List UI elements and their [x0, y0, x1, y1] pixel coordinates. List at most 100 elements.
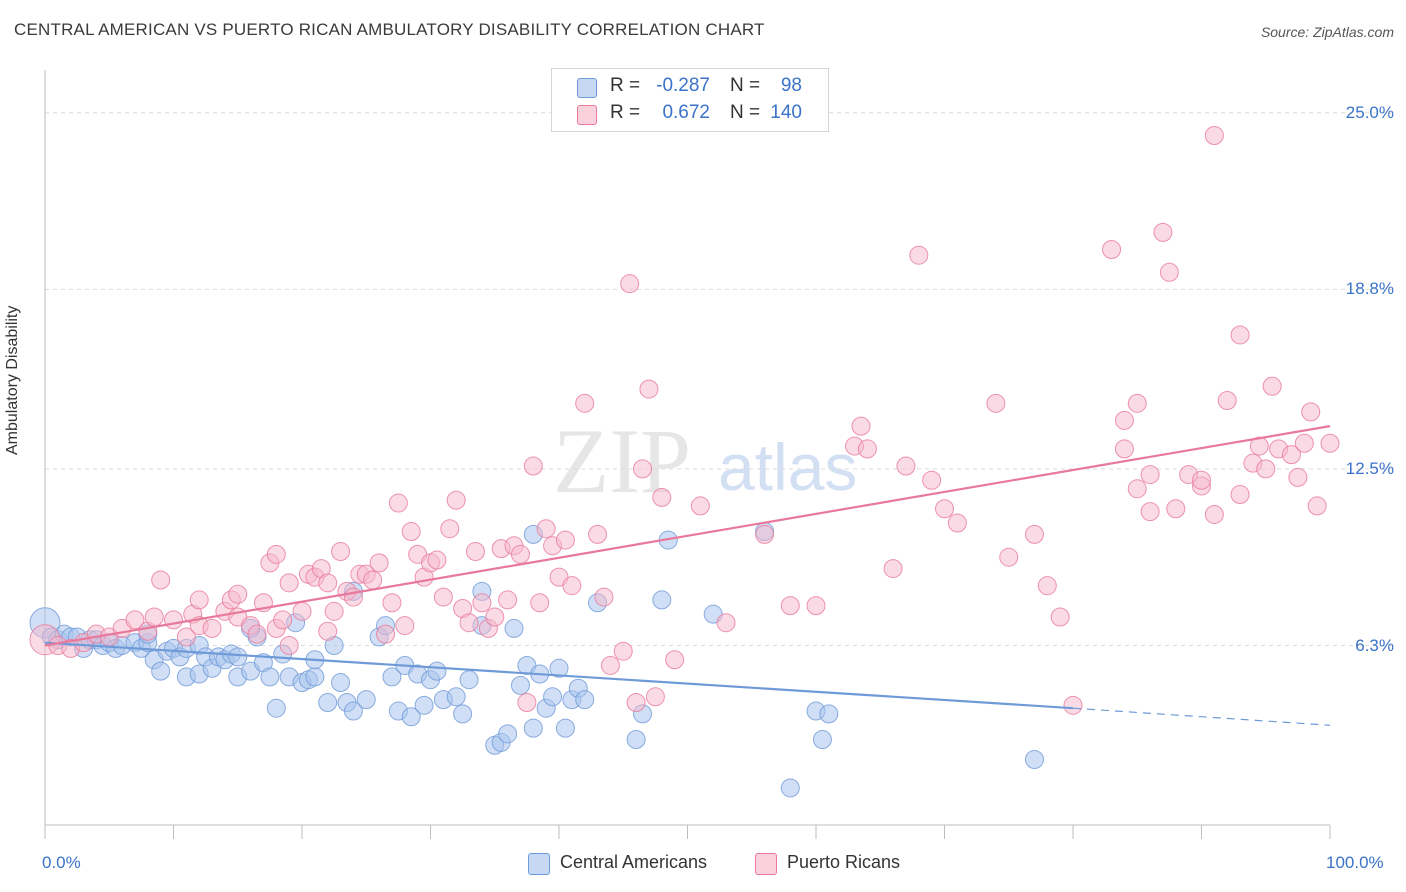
puerto-ricans-point	[1140, 502, 1160, 522]
puerto-ricans-point	[1114, 410, 1134, 430]
puerto-ricans-point	[485, 607, 505, 627]
n-value: 98	[780, 75, 802, 96]
puerto-ricans-point	[639, 379, 659, 399]
puerto-ricans-point	[1301, 402, 1321, 422]
chart-title: CENTRAL AMERICAN VS PUERTO RICAN AMBULAT…	[14, 20, 765, 39]
central-americans-point	[318, 692, 338, 712]
puerto-ricans-point	[125, 610, 145, 630]
puerto-ricans-point	[620, 274, 640, 294]
central-americans-point	[305, 667, 325, 687]
puerto-ricans-point	[440, 519, 460, 539]
puerto-ricans-point	[909, 245, 929, 265]
puerto-ricans-point	[189, 590, 209, 610]
puerto-ricans-point	[1024, 524, 1044, 544]
puerto-ricans-point	[427, 550, 447, 570]
puerto-ricans-point	[1262, 376, 1282, 396]
puerto-ricans-point	[1307, 496, 1327, 516]
x-tick-label-max: 100.0%	[1326, 853, 1384, 872]
puerto-ricans-point	[1153, 222, 1173, 242]
central-americans-point	[414, 695, 434, 715]
puerto-ricans-point	[465, 541, 485, 561]
puerto-ricans-point	[780, 596, 800, 616]
x-tick-label-min: 0.0%	[42, 853, 81, 872]
central-americans-point	[549, 658, 569, 678]
puerto-ricans-point	[883, 559, 903, 579]
central-americans-point	[266, 698, 286, 718]
puerto-ricans-point	[600, 655, 620, 675]
puerto-ricans-point	[1230, 485, 1250, 505]
puerto-ricans-point	[202, 618, 222, 638]
puerto-ricans-point	[1217, 390, 1237, 410]
central-americans-point	[812, 730, 832, 750]
puerto-ricans-point	[1102, 239, 1122, 259]
puerto-ricans-point	[273, 610, 293, 630]
puerto-ricans-point	[1249, 436, 1269, 456]
puerto-ricans-point	[1127, 393, 1147, 413]
central-americans-point	[504, 618, 524, 638]
puerto-ricans-point	[433, 587, 453, 607]
legend-label: Central Americans	[560, 852, 708, 872]
central-americans-point	[356, 690, 376, 710]
puerto-ricans-point	[665, 650, 685, 670]
puerto-ricans-point	[536, 519, 556, 539]
central-americans-point	[498, 724, 518, 744]
puerto-ricans-point	[1281, 445, 1301, 465]
central-americans-point	[626, 730, 646, 750]
central-americans-trend-line-extension	[1072, 707, 1331, 726]
watermark-atlas: atlas	[718, 430, 857, 504]
puerto-ricans-point	[376, 624, 396, 644]
puerto-ricans-point	[164, 610, 183, 630]
central-americans-point	[510, 675, 530, 695]
puerto-ricans-point	[716, 613, 736, 633]
puerto-ricans-point	[523, 456, 543, 476]
puerto-ricans-point	[459, 613, 479, 633]
puerto-ricans-point	[292, 601, 312, 621]
puerto-ricans-point	[1114, 439, 1134, 459]
puerto-ricans-point	[530, 593, 550, 613]
central-americans-point	[453, 704, 473, 724]
puerto-ricans-point	[363, 570, 383, 590]
puerto-ricans-point	[755, 524, 775, 544]
puerto-ricans-point	[1037, 576, 1057, 596]
puerto-ricans-point	[498, 590, 518, 610]
central-americans-point	[331, 673, 351, 693]
central-americans-point	[228, 647, 248, 667]
puerto-ricans-point	[1256, 459, 1276, 479]
puerto-ricans-point	[446, 490, 466, 510]
n-label: N =	[730, 75, 761, 96]
puerto-ricans-point	[388, 493, 408, 513]
puerto-ricans-point	[1192, 470, 1211, 490]
y-tick-label: 12.5%	[1345, 458, 1394, 478]
central-americans-point	[543, 687, 563, 707]
puerto-ricans-point	[555, 530, 575, 550]
puerto-ricans-point	[851, 416, 871, 436]
r-value: -0.287	[656, 75, 710, 96]
legend-swatch-puerto-ricans	[755, 853, 777, 875]
central-americans-point	[343, 701, 363, 721]
r-label: R =	[610, 102, 641, 123]
puerto-ricans-point	[1166, 499, 1186, 519]
puerto-ricans-point	[1230, 325, 1250, 345]
puerto-ricans-point	[151, 570, 171, 590]
puerto-ricans-point	[806, 596, 826, 616]
puerto-ricans-point	[1204, 126, 1224, 146]
puerto-ricans-point	[472, 593, 492, 613]
puerto-ricans-point	[247, 624, 267, 644]
r-label: R =	[610, 75, 641, 96]
puerto-ricans-point	[999, 547, 1019, 567]
puerto-ricans-point	[318, 621, 338, 641]
puerto-ricans-point	[176, 627, 196, 647]
n-value: 140	[770, 102, 802, 123]
puerto-ricans-point	[1050, 607, 1070, 627]
puerto-ricans-point	[613, 641, 633, 661]
puerto-ricans-point	[986, 393, 1006, 413]
central-americans-point	[555, 718, 575, 738]
puerto-ricans-point	[228, 584, 248, 604]
puerto-ricans-point	[935, 499, 954, 519]
puerto-ricans-point	[510, 544, 530, 564]
puerto-ricans-point	[1288, 467, 1308, 487]
puerto-ricans-point	[1127, 479, 1147, 499]
puerto-ricans-point	[401, 522, 421, 542]
y-tick-label: 6.3%	[1355, 635, 1394, 655]
central-americans-point	[446, 687, 466, 707]
